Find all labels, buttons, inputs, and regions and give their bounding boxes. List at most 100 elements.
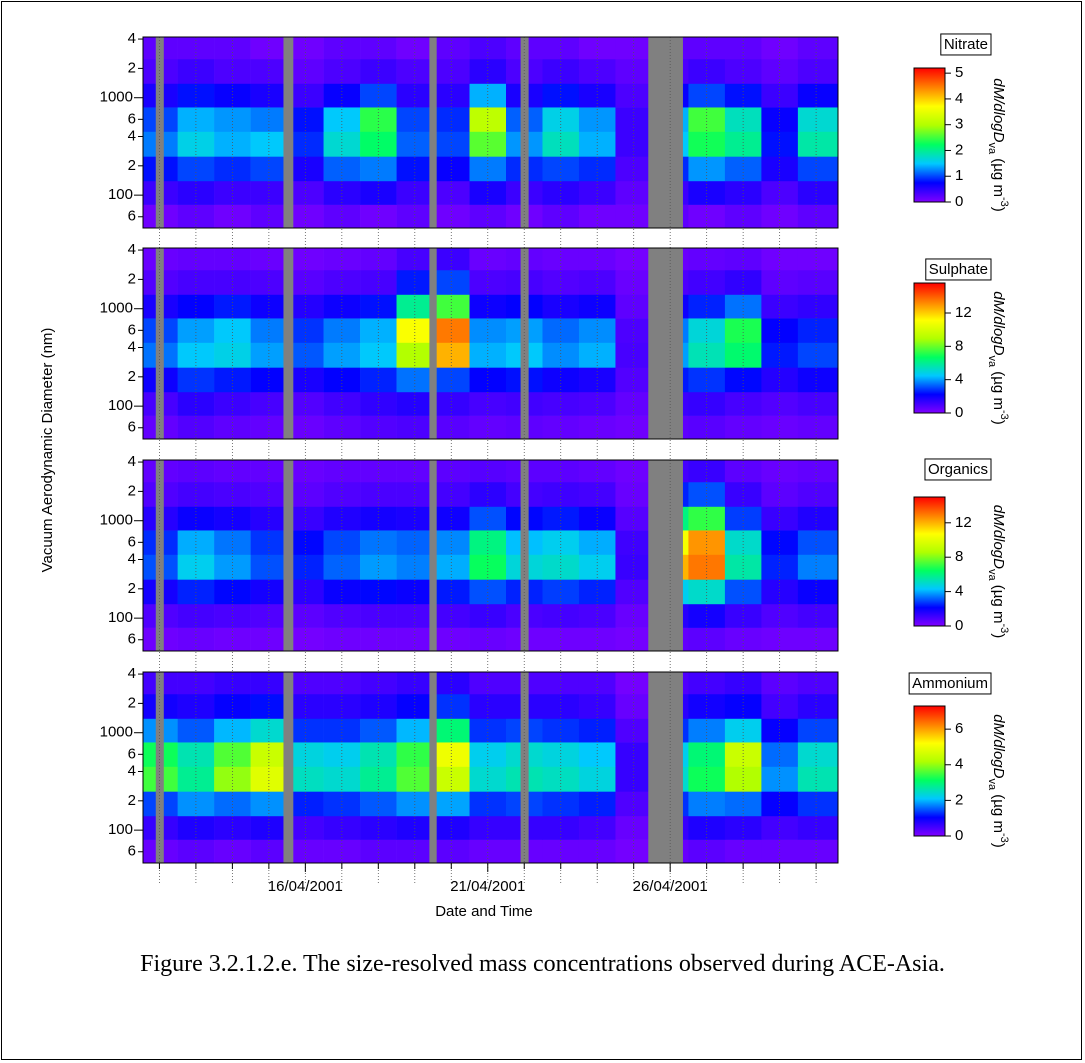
heat-cell: [578, 481, 616, 507]
heat-cell: [761, 627, 799, 652]
heat-cell: [469, 815, 507, 840]
heat-cell: [433, 839, 470, 864]
heat-cell: [360, 766, 397, 792]
heat-cell: [469, 718, 507, 743]
colorbar-tick-label: 8: [955, 548, 963, 565]
heat-cell: [323, 248, 361, 271]
heat-cell: [177, 627, 215, 652]
y-tick-label: 6: [128, 843, 136, 860]
heat-cell: [797, 204, 839, 229]
heat-cell: [214, 318, 251, 343]
heat-cell: [250, 506, 288, 531]
x-tick-label: 26/04/2001: [633, 878, 708, 895]
heat-cell: [469, 391, 507, 416]
heat-cell: [578, 693, 616, 719]
heat-cell: [396, 37, 434, 60]
heat-cell: [688, 693, 726, 719]
y-tick-label: 4: [128, 338, 136, 355]
heat-cell: [214, 766, 251, 792]
colorbar-label: dM/dlogDva (µg m-3): [986, 505, 1010, 638]
heat-cell: [761, 481, 799, 507]
data-gap: [429, 248, 437, 439]
heat-cell: [469, 693, 507, 719]
heat-cell: [214, 415, 251, 440]
heat-cell: [542, 204, 580, 229]
heat-cell: [323, 83, 361, 108]
heat-cell: [323, 107, 361, 132]
heat-cell: [761, 718, 799, 743]
heat-cell: [542, 530, 580, 555]
y-tick-label: 6: [128, 745, 136, 762]
heat-cell: [396, 481, 434, 507]
heat-cell: [761, 37, 799, 60]
heat-cell: [360, 318, 397, 343]
heat-cell: [578, 248, 616, 271]
y-tick-label: 100: [108, 186, 133, 203]
heat-cell: [323, 294, 361, 319]
heat-cell: [433, 766, 470, 792]
heat-cell: [578, 269, 616, 295]
heat-cell: [688, 294, 726, 319]
heat-cell: [250, 815, 288, 840]
heat-cell: [177, 58, 215, 84]
heat-cell: [323, 415, 361, 440]
colorbar-label-part: -3: [998, 197, 1010, 207]
heat-cell: [469, 627, 507, 652]
heat-cell: [724, 506, 762, 531]
heat-cell: [214, 460, 251, 483]
heat-cell: [433, 294, 470, 319]
y-tick-label: 1000: [100, 724, 133, 741]
heat-cell: [724, 83, 762, 108]
heat-cell: [688, 627, 726, 652]
heat-cell: [615, 460, 653, 483]
heat-cell: [177, 672, 215, 695]
heat-cell: [578, 742, 616, 767]
heat-cell: [360, 107, 397, 132]
heat-cell: [688, 83, 726, 108]
heat-cell: [688, 766, 726, 792]
y-tick-label: 4: [128, 550, 136, 567]
heat-cell: [323, 481, 361, 507]
heat-cell: [323, 672, 361, 695]
plot-frame: [142, 459, 839, 652]
heat-cell: [797, 58, 839, 84]
heat-cell: [469, 58, 507, 84]
y-tick-label: 6: [128, 631, 136, 648]
colorbar-label-part: -3: [998, 833, 1010, 843]
heat-cell: [724, 815, 762, 840]
heat-cell: [761, 766, 799, 792]
heat-cell: [360, 693, 397, 719]
heat-cell: [177, 603, 215, 628]
title-box: [925, 258, 992, 281]
heat-cell: [250, 481, 288, 507]
colorbar: [913, 705, 946, 837]
heat-cell: [688, 603, 726, 628]
heat-cell: [433, 248, 470, 271]
heat-cell: [433, 506, 470, 531]
panel-title: Ammonium: [912, 675, 988, 692]
heat-cell: [797, 180, 839, 205]
x-tick-label: 16/04/2001: [268, 878, 343, 895]
figure-caption: Figure 3.2.1.2.e. The size-resolved mass…: [140, 951, 945, 977]
heat-cell: [323, 766, 361, 792]
heat-cell: [250, 294, 288, 319]
heat-cell: [615, 481, 653, 507]
heat-cell: [542, 180, 580, 205]
heat-cell: [287, 506, 324, 531]
heat-cell: [688, 204, 726, 229]
heat-cell: [177, 693, 215, 719]
heat-cell: [250, 766, 288, 792]
heat-cell: [323, 131, 361, 157]
heat-cell: [578, 58, 616, 84]
heat-cell: [287, 415, 324, 440]
heat-cell: [615, 204, 653, 229]
y-tick-label: 6: [128, 110, 136, 127]
heat-cell: [250, 530, 288, 555]
y-tick-label: 1000: [100, 89, 133, 106]
heat-cell: [797, 791, 839, 817]
data-gap: [648, 37, 683, 228]
heat-cell: [469, 83, 507, 108]
heat-cell: [724, 839, 762, 864]
heat-cell: [542, 342, 580, 368]
